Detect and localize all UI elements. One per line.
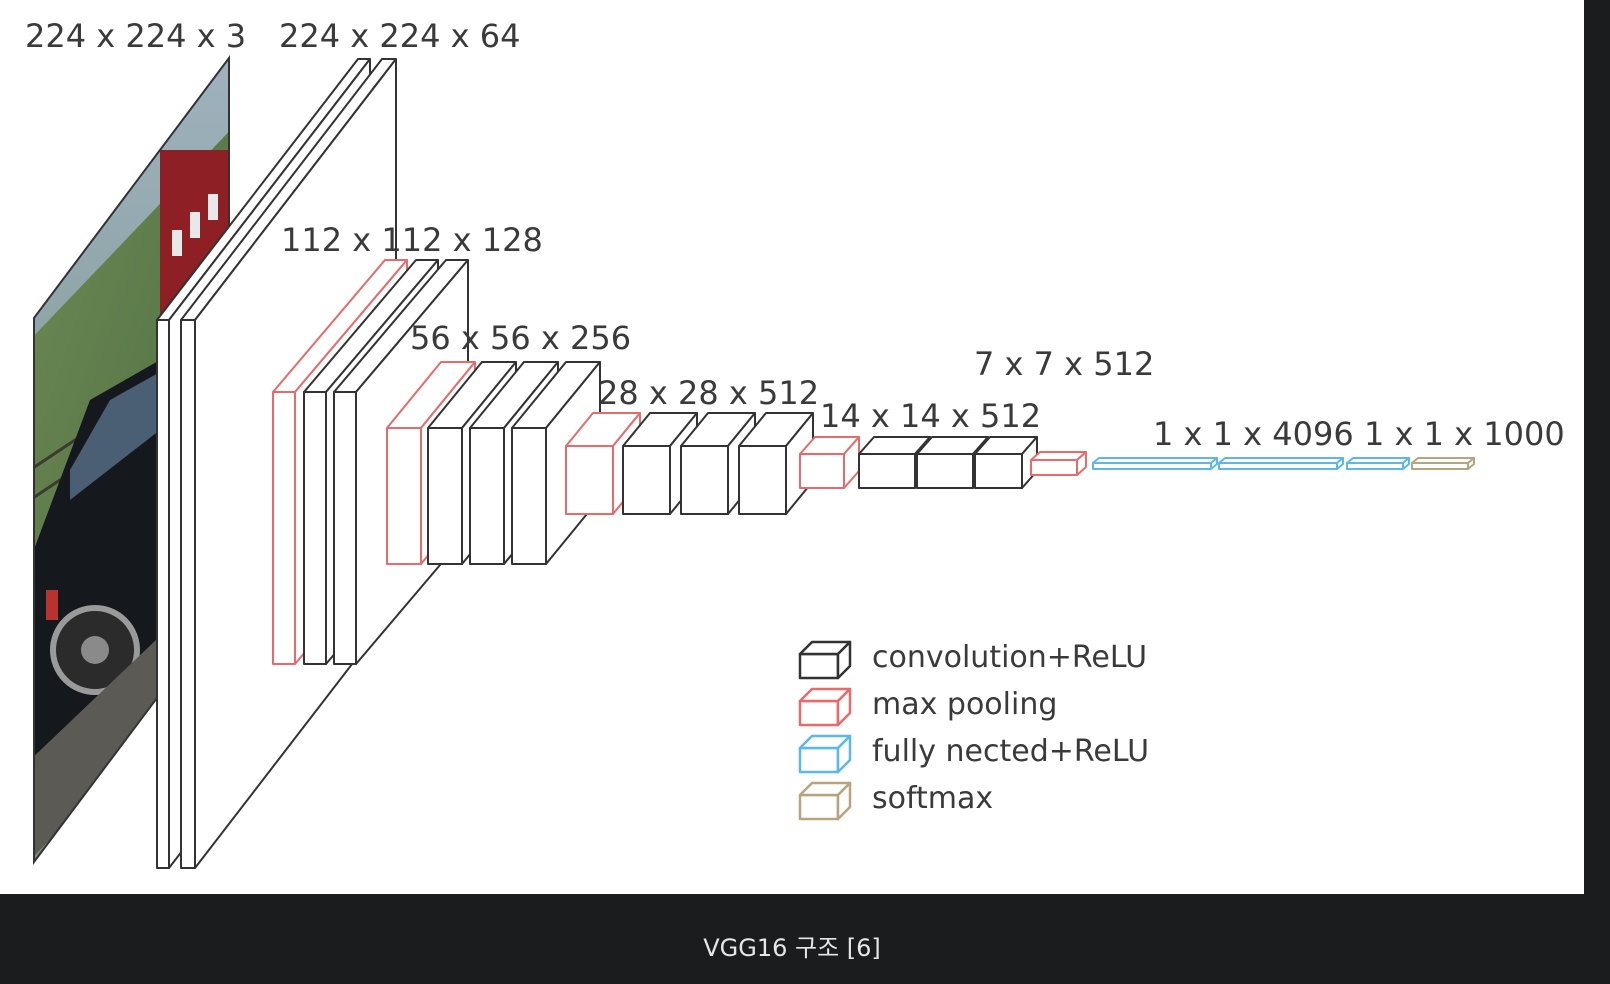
label-conv1-dims: 224 x 224 x 64 — [279, 17, 521, 55]
legend-icon-fully-connected — [798, 734, 852, 774]
legend-label-convolution: convolution+ReLU — [872, 640, 1148, 675]
block-pool5 — [1030, 451, 1087, 476]
label-conv4-dims: 28 x 28 x 512 — [598, 374, 820, 412]
label-conv2-dims: 112 x 112 x 128 — [281, 221, 543, 259]
input-image — [33, 55, 230, 865]
block-fc2 — [1218, 457, 1344, 470]
legend-icon-convolution — [798, 640, 852, 680]
label-pool5-dims: 7 x 7 x 512 — [974, 345, 1155, 383]
block-softmax — [1411, 457, 1475, 470]
block-pool4 — [799, 436, 860, 489]
block-fc3 — [1346, 457, 1410, 470]
legend-icon-pooling — [798, 687, 852, 727]
label-output-dims: 1 x 1 x 1000 — [1364, 415, 1565, 453]
legend-icon-softmax — [798, 781, 852, 821]
legend-label-pooling: max pooling — [872, 687, 1058, 722]
label-conv3-dims: 56 x 56 x 256 — [410, 319, 632, 357]
figure-caption: VGG16 구조 [6] — [703, 934, 881, 962]
label-input-dims: 224 x 224 x 3 — [25, 17, 247, 55]
block-conv5-c — [974, 436, 1038, 489]
block-fc1 — [1092, 457, 1218, 470]
vgg16-architecture-figure: 224 x 224 x 3 224 x 224 x 64 112 x 112 x… — [0, 0, 1584, 894]
car-photo-icon — [34, 58, 229, 862]
architecture-diagram — [33, 55, 1475, 869]
label-fc-dims: 1 x 1 x 4096 — [1153, 415, 1354, 453]
legend-icons — [798, 640, 852, 821]
legend-label-fully-connected: fully nected+ReLU — [872, 734, 1150, 769]
layer-blocks — [156, 58, 1475, 869]
legend-label-softmax: softmax — [872, 781, 994, 816]
label-conv5-dims: 14 x 14 x 512 — [820, 397, 1042, 435]
